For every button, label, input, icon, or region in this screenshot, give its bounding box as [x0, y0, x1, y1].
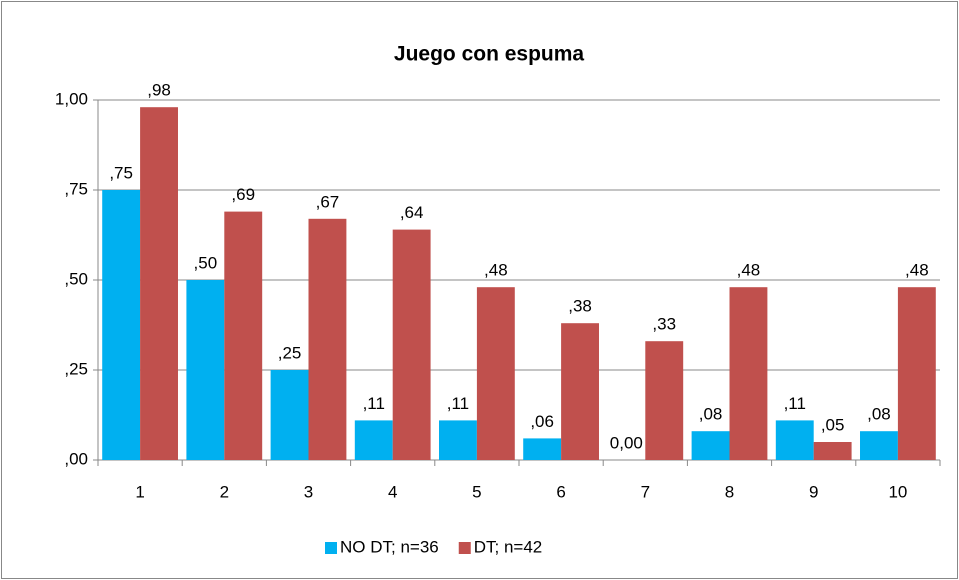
x-tick-label: 9	[809, 482, 818, 501]
data-label: ,33	[652, 315, 676, 334]
bar	[561, 323, 599, 460]
data-label: ,69	[231, 185, 255, 204]
bar	[729, 287, 768, 460]
y-tick-label: 1,00	[55, 89, 88, 108]
data-label: ,48	[484, 261, 508, 280]
data-label: ,64	[400, 203, 424, 222]
data-label: ,75	[109, 163, 133, 182]
bar	[186, 280, 225, 460]
bar	[476, 287, 515, 460]
data-label: ,08	[699, 405, 723, 424]
x-tick-label: 4	[388, 482, 397, 501]
data-label: 0,00	[610, 433, 643, 452]
data-label: ,06	[530, 412, 554, 431]
data-label: ,48	[737, 261, 761, 280]
bar	[270, 370, 309, 460]
bar	[224, 211, 263, 460]
y-tick-label: ,50	[64, 269, 88, 288]
x-tick-label: 3	[304, 482, 313, 501]
bar	[813, 442, 852, 460]
x-tick-label: 7	[641, 482, 650, 501]
data-label: ,48	[905, 261, 929, 280]
data-label: ,67	[316, 192, 340, 211]
bar	[140, 107, 178, 460]
legend-label: DT; n=42	[474, 537, 543, 556]
bar	[897, 287, 936, 460]
legend-swatch	[325, 542, 337, 554]
y-tick-label: ,25	[64, 359, 88, 378]
chart-title: Juego con espuma	[394, 43, 585, 66]
bar	[354, 420, 393, 460]
y-tick-label: ,00	[64, 449, 88, 468]
data-label: ,25	[278, 343, 302, 362]
data-label: ,38	[568, 297, 592, 316]
data-label: ,05	[821, 415, 845, 434]
x-tick-label: 6	[556, 482, 565, 501]
bar	[392, 229, 431, 460]
bar	[645, 341, 684, 460]
bar	[308, 218, 347, 460]
x-tick-label: 8	[725, 482, 734, 501]
bar	[860, 431, 898, 460]
bar	[102, 190, 141, 460]
bar	[691, 431, 730, 460]
x-tick-label: 5	[472, 482, 481, 501]
data-label: ,11	[447, 394, 469, 413]
data-label: ,11	[784, 394, 806, 413]
x-tick-label: 1	[135, 482, 144, 501]
legend-label: NO DT; n=36	[340, 537, 439, 556]
legend-swatch	[458, 542, 471, 554]
x-tick-label: 10	[888, 482, 907, 501]
y-tick-label: ,75	[64, 179, 88, 198]
bar	[523, 438, 562, 460]
bar	[439, 420, 477, 460]
bar	[775, 420, 814, 460]
data-label: ,50	[194, 253, 218, 272]
data-label: ,11	[363, 394, 385, 413]
data-label: ,08	[867, 405, 891, 424]
x-tick-label: 2	[220, 482, 229, 501]
data-label: ,98	[147, 81, 171, 100]
